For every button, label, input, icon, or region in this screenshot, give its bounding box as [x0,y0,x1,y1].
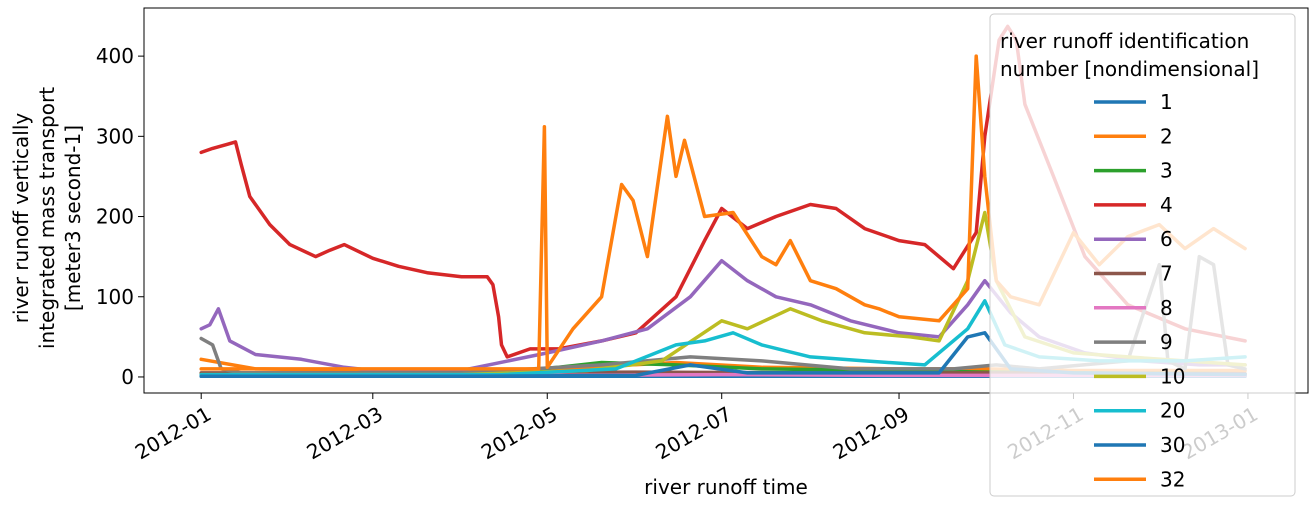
legend-entries: 1 2 3 4 6 7 8 9 10 20 30 32 [1094,90,1185,491]
x-tick-label: 2012-03 [303,402,387,465]
legend-label-3: 3 [1160,159,1173,183]
plot-frame [143,7,1309,394]
legend-label-7: 7 [1160,262,1173,286]
x-tick-label: 2012-05 [477,402,561,465]
legend-box [989,13,1296,497]
y-axis-label-line-3: [meter3 second-1] [61,125,85,311]
y-axis-label-line-1: river runoff vertically [9,113,33,324]
legend-label-10: 10 [1160,364,1185,388]
y-tick-label: 0 [121,365,134,389]
y-axis-label-line-2: integrated mass transport [35,87,59,349]
legend-label-4: 4 [1160,193,1173,217]
legend-label-20: 20 [1160,399,1185,423]
y-tick-label: 100 [96,285,134,309]
y-tick-label: 200 [96,205,134,229]
y-axis-label: river runoff vertically integrated mass … [9,87,85,349]
legend-label-1: 1 [1160,90,1173,114]
y-tick-label: 300 [96,124,134,148]
legend-label-30: 30 [1160,433,1185,457]
legend-title-line-2: number [nondimensional] [1000,57,1259,81]
x-tick-label: 2012-07 [651,402,735,465]
x-axis-label: river runoff time [644,475,808,499]
legend-label-8: 8 [1160,296,1173,320]
x-tick-label: 2012-01 [131,402,215,465]
legend: river runoff identification number [nond… [989,13,1296,497]
x-tick-label: 2012-09 [829,402,913,465]
legend-label-9: 9 [1160,330,1173,354]
legend-label-2: 2 [1160,124,1173,148]
legend-title-line-1: river runoff identification [1000,29,1249,53]
y-tick-label: 400 [96,44,134,68]
legend-label-6: 6 [1160,227,1173,251]
legend-label-32: 32 [1160,467,1185,491]
y-axis: 0 100 200 300 400 [96,44,144,389]
plot-area [143,7,1309,394]
